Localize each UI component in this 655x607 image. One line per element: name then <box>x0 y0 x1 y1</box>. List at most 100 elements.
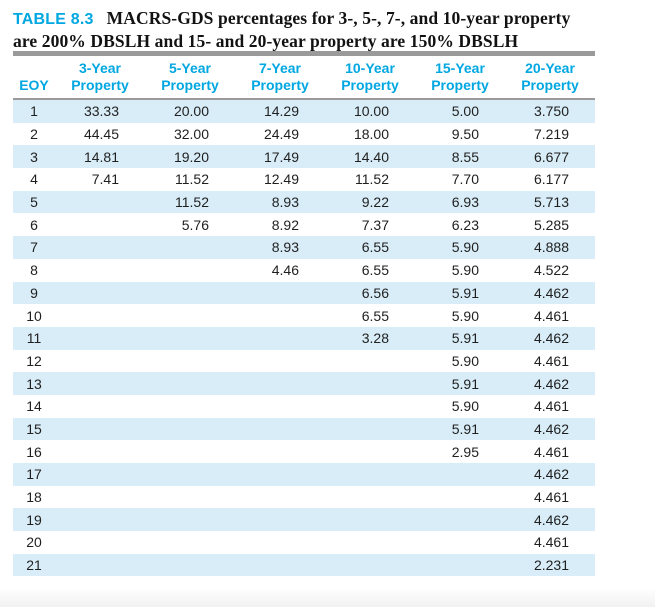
value-cell: 6.55 <box>361 307 389 324</box>
value-cell <box>55 213 145 236</box>
value-cell: 5.90 <box>451 239 479 256</box>
table-row: 13 5.91 4.462 <box>13 372 595 395</box>
value-cell <box>55 395 145 418</box>
table-row: 5 11.52 8.93 9.22 6.93 5.713 <box>13 190 595 214</box>
value-cell: 5.90 <box>451 352 479 369</box>
eoy-cell: 17 <box>26 466 42 483</box>
value-cell <box>235 486 325 509</box>
page-bottom-band <box>0 589 655 607</box>
value-cell <box>55 486 145 509</box>
value-cell <box>145 531 235 554</box>
value-cell <box>55 531 145 554</box>
table-body: 1 33.33 20.00 14.29 10.00 5.00 3.750 2 44.45 32.0… <box>13 99 595 577</box>
value-cell: 4.461 <box>533 352 569 369</box>
value-cell <box>325 463 415 486</box>
value-cell <box>235 508 325 531</box>
value-cell: 14.81 <box>83 148 119 165</box>
value-cell: 5.90 <box>451 307 479 324</box>
value-cell: 4.462 <box>533 466 569 483</box>
value-cell: 9.22 <box>361 194 389 211</box>
value-cell: 5.91 <box>451 375 479 392</box>
value-cell: 4.46 <box>271 262 299 279</box>
value-cell <box>145 327 235 350</box>
value-cell <box>235 282 325 305</box>
value-cell: 3.750 <box>533 103 569 120</box>
value-cell: 6.677 <box>533 148 569 165</box>
column-header-7-year: 7-Year Property <box>235 60 325 100</box>
value-cell: 5.76 <box>181 216 209 233</box>
value-cell: 11.52 <box>175 171 209 188</box>
value-cell <box>55 236 145 259</box>
value-cell: 4.461 <box>533 489 569 506</box>
value-cell <box>235 440 325 463</box>
eoy-cell: 12 <box>26 352 42 369</box>
value-cell: 4.461 <box>533 443 569 460</box>
eoy-cell: 9 <box>30 284 38 301</box>
value-cell <box>55 259 145 282</box>
eoy-cell: 1 <box>30 103 38 120</box>
value-cell <box>415 531 505 554</box>
value-cell <box>145 554 235 577</box>
value-cell: 4.462 <box>533 330 569 347</box>
value-cell: 4.462 <box>533 511 569 528</box>
table-row: 1 33.33 20.00 14.29 10.00 5.00 3.750 <box>13 99 595 123</box>
eoy-cell: 5 <box>30 194 38 211</box>
table-row: 18 4.461 <box>13 486 595 509</box>
value-cell: 24.49 <box>263 126 299 143</box>
eoy-cell: 7 <box>30 239 38 256</box>
value-cell <box>55 508 145 531</box>
column-header-20-year: 20-Year Property <box>505 60 595 100</box>
value-cell <box>55 304 145 327</box>
value-cell: 3.28 <box>361 330 389 347</box>
value-cell <box>145 418 235 441</box>
value-cell <box>145 372 235 395</box>
value-cell <box>55 327 145 350</box>
table-caption-line2: are 200% DBSLH and 15- and 20-year prope… <box>13 30 519 51</box>
value-cell: 8.92 <box>271 216 299 233</box>
value-cell <box>145 508 235 531</box>
eoy-cell: 20 <box>26 534 42 551</box>
table-caption-line1: MACRS-GDS percentages for 3-, 5-, 7-, an… <box>106 8 571 28</box>
value-cell <box>235 418 325 441</box>
value-cell <box>145 259 235 282</box>
value-cell <box>415 486 505 509</box>
top-rule <box>13 51 595 56</box>
value-cell: 9.50 <box>451 126 479 143</box>
table-row: 14 5.90 4.461 <box>13 395 595 418</box>
value-cell: 19.20 <box>173 148 209 165</box>
macrs-gds-table: EOY 3-Year Property 5-Year Property 7-Ye… <box>13 60 595 577</box>
eoy-cell: 14 <box>26 398 42 415</box>
table-row: 17 4.462 <box>13 463 595 486</box>
column-header-eoy: EOY <box>13 60 55 100</box>
eoy-cell: 16 <box>26 443 42 460</box>
table-row: 20 4.461 <box>13 531 595 554</box>
value-cell: 18.00 <box>353 126 389 143</box>
value-cell: 8.93 <box>271 239 299 256</box>
value-cell: 10.00 <box>353 103 389 120</box>
value-cell: 7.37 <box>361 216 389 233</box>
value-cell <box>325 486 415 509</box>
value-cell: 2.95 <box>451 443 479 460</box>
value-cell: 4.462 <box>533 375 569 392</box>
value-cell <box>325 440 415 463</box>
table-row: 8 4.46 6.55 5.90 4.522 <box>13 259 595 282</box>
value-cell: 32.00 <box>173 126 209 143</box>
table-row: 2 44.45 32.00 24.49 18.00 9.50 7.219 <box>13 123 595 146</box>
table-row: 4 7.41 11.52 12.49 11.52 7.70 6.177 <box>13 168 595 191</box>
table-row: 19 4.462 <box>13 508 595 532</box>
value-cell <box>325 395 415 418</box>
value-cell <box>145 350 235 373</box>
value-cell <box>235 304 325 327</box>
value-cell: 20.00 <box>173 103 209 120</box>
value-cell: 7.70 <box>451 171 479 188</box>
value-cell: 6.23 <box>451 216 479 233</box>
table-row: 16 2.95 4.461 <box>13 440 595 463</box>
value-cell: 5.713 <box>533 194 569 211</box>
eoy-cell: 11 <box>26 330 42 347</box>
eoy-cell: 10 <box>26 307 42 324</box>
table-number-label: TABLE 8.3 <box>13 11 94 28</box>
value-cell: 14.40 <box>353 148 389 165</box>
value-cell: 5.91 <box>451 420 479 437</box>
value-cell: 7.41 <box>91 171 119 188</box>
value-cell: 5.90 <box>451 398 479 415</box>
